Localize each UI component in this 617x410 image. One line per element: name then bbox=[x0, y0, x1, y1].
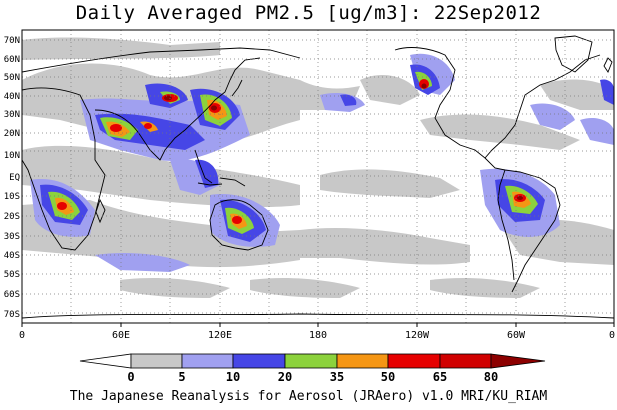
colorbar-tick: 0 bbox=[127, 370, 134, 384]
lat-label: 20N bbox=[4, 129, 20, 139]
lat-label: 70N bbox=[4, 36, 20, 46]
lon-label: 60E bbox=[112, 330, 130, 341]
colorbar-tick: 20 bbox=[278, 370, 292, 384]
lat-label: 10S bbox=[4, 192, 20, 202]
lon-label: 60W bbox=[507, 330, 526, 341]
latitude-labels: 70N 60N 50N 40N 30N 20N 10N EQ 10S 20S 3… bbox=[4, 36, 20, 320]
colorbar-tick: 35 bbox=[330, 370, 344, 384]
colorbar-swatch bbox=[130, 353, 183, 369]
pm25-band-above-80 bbox=[164, 83, 523, 200]
lat-label: 20S bbox=[4, 212, 20, 222]
coastlines bbox=[22, 35, 614, 319]
colorbar-labels: 0 5 10 20 35 50 65 80 bbox=[127, 370, 498, 384]
colorbar-tick: 10 bbox=[226, 370, 240, 384]
colorbar-swatch bbox=[387, 353, 441, 369]
pm25-field bbox=[22, 30, 614, 323]
colorbar-tick: 80 bbox=[484, 370, 498, 384]
lat-label: 50S bbox=[4, 270, 20, 280]
lat-label: 30S bbox=[4, 232, 20, 242]
map-title: Daily Averaged PM2.5 [ug/m3]: 22Sep2012 bbox=[75, 2, 542, 24]
lon-label: 120W bbox=[405, 330, 430, 341]
graticule bbox=[22, 30, 614, 323]
longitude-labels: 0 60E 120E 180 120W 60W 0 bbox=[19, 330, 615, 341]
colorbar-swatch bbox=[439, 353, 492, 369]
lon-label: 0 bbox=[19, 330, 25, 341]
lat-label: 50N bbox=[4, 73, 20, 83]
lat-label: 60N bbox=[4, 55, 20, 65]
lat-label: EQ bbox=[9, 173, 20, 183]
colorbar-tick: 65 bbox=[433, 370, 447, 384]
colorbar-upper-arrow bbox=[490, 353, 546, 369]
lon-label: 180 bbox=[309, 330, 327, 341]
colorbar-swatch bbox=[284, 353, 338, 369]
colorbar-tick: 50 bbox=[381, 370, 395, 384]
colorbar-lower-arrow bbox=[79, 353, 132, 369]
lat-label: 30N bbox=[4, 110, 20, 120]
lon-label: 0 bbox=[609, 330, 615, 341]
colorbar bbox=[79, 353, 546, 369]
lat-label: 70S bbox=[4, 310, 20, 320]
longitude-ticks bbox=[21, 323, 615, 327]
colorbar-swatch bbox=[232, 353, 286, 369]
colorbar-swatch bbox=[336, 353, 389, 369]
lon-label: 120E bbox=[208, 330, 232, 341]
lat-label: 60S bbox=[4, 290, 20, 300]
lat-label: 40S bbox=[4, 251, 20, 261]
colorbar-tick: 5 bbox=[178, 370, 185, 384]
footer-credit: The Japanese Reanalysis for Aerosol (JRA… bbox=[69, 389, 548, 404]
lat-label: 10N bbox=[4, 151, 20, 161]
lat-label: 40N bbox=[4, 92, 20, 102]
colorbar-swatch bbox=[181, 353, 234, 369]
